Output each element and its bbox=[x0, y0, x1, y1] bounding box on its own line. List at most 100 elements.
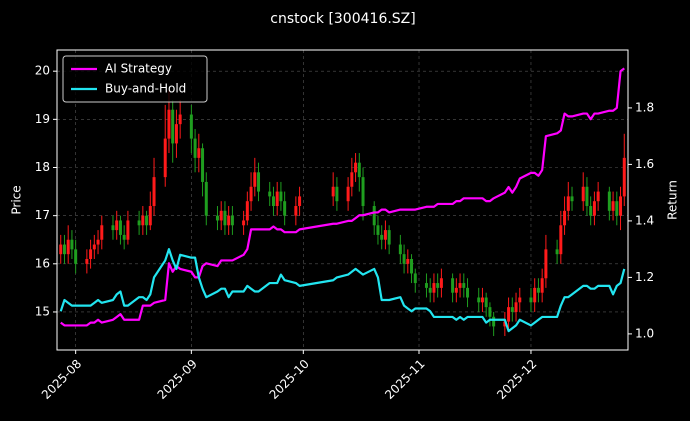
candle-body bbox=[178, 114, 182, 125]
candle-body bbox=[529, 297, 533, 303]
candle-body bbox=[484, 297, 488, 308]
x-tick-label: 2025-10 bbox=[267, 357, 312, 402]
legend-label: Buy-and-Hold bbox=[105, 82, 186, 96]
candle-body bbox=[242, 220, 246, 226]
candle-body bbox=[215, 215, 219, 221]
candle-body bbox=[406, 258, 410, 264]
candle-body bbox=[283, 201, 287, 216]
candle-body bbox=[592, 201, 596, 216]
candle-body bbox=[480, 297, 484, 303]
candle-body bbox=[346, 186, 350, 202]
candle-body bbox=[596, 191, 600, 202]
candle-body bbox=[559, 225, 563, 255]
candle-body bbox=[387, 230, 391, 245]
candle-body bbox=[398, 244, 402, 255]
candle-body bbox=[335, 186, 339, 202]
candle-body bbox=[462, 283, 466, 288]
y2-tick-label: 1.4 bbox=[635, 213, 654, 227]
candle-body bbox=[126, 220, 130, 240]
candle-body bbox=[137, 220, 141, 226]
candle-body bbox=[59, 244, 63, 255]
candle-body bbox=[619, 196, 623, 216]
candle-body bbox=[622, 157, 626, 197]
candle-body bbox=[141, 215, 145, 226]
candle-body bbox=[354, 162, 358, 173]
candle-body bbox=[451, 278, 455, 293]
candle-body bbox=[174, 124, 178, 144]
candle-body bbox=[454, 287, 458, 293]
candle-body bbox=[380, 234, 384, 240]
candle-body bbox=[118, 220, 122, 235]
candle-body bbox=[376, 225, 380, 235]
y-axis-label: Price bbox=[10, 185, 24, 214]
x-tick-label: 2025-08 bbox=[39, 357, 84, 402]
y2-tick-label: 1.6 bbox=[635, 157, 654, 171]
candle-body bbox=[223, 210, 227, 226]
candle-body bbox=[428, 287, 432, 293]
candle-body bbox=[85, 258, 89, 264]
candle-body bbox=[74, 249, 78, 264]
candle-body bbox=[458, 283, 462, 288]
candle-body bbox=[100, 225, 104, 240]
line-series bbox=[60, 67, 625, 327]
candle-body bbox=[544, 249, 548, 279]
candle-body bbox=[615, 201, 619, 216]
legend-box bbox=[62, 55, 208, 103]
y2-tick-label: 1.2 bbox=[635, 270, 654, 284]
candle-body bbox=[383, 230, 387, 240]
plot-frame bbox=[56, 49, 629, 351]
candle-body bbox=[566, 196, 570, 211]
candle-body bbox=[268, 191, 272, 197]
x-tick-label: 2025-11 bbox=[382, 357, 427, 402]
candle-body bbox=[92, 244, 96, 250]
candle-body bbox=[439, 278, 443, 288]
candle-body bbox=[436, 283, 440, 288]
candle-body bbox=[585, 186, 589, 207]
candle-body bbox=[197, 148, 201, 158]
candle-body bbox=[189, 114, 193, 139]
candle-body bbox=[298, 196, 302, 207]
candle-body bbox=[402, 254, 406, 264]
y2-axis-label: Return bbox=[666, 180, 680, 220]
chart-title: cnstock [300416.SZ] bbox=[270, 11, 415, 27]
candle-body bbox=[275, 191, 279, 207]
candle-body bbox=[62, 244, 66, 255]
candle-body bbox=[540, 278, 544, 293]
candle-body bbox=[563, 210, 567, 226]
candle-body bbox=[249, 186, 253, 202]
candle-body bbox=[66, 239, 70, 255]
y-tick-label: 19 bbox=[35, 112, 50, 126]
candle-body bbox=[488, 307, 492, 317]
candle-body bbox=[533, 287, 537, 303]
y-tick-label: 18 bbox=[35, 160, 50, 174]
candle-body bbox=[607, 191, 611, 211]
candle-body bbox=[271, 196, 275, 207]
candle-body bbox=[193, 138, 197, 158]
candle-body bbox=[89, 249, 93, 259]
candle-body bbox=[611, 201, 615, 211]
y-tick-label: 16 bbox=[35, 256, 50, 270]
candle-body bbox=[96, 239, 100, 245]
candle-body bbox=[507, 307, 511, 322]
candle-body bbox=[227, 215, 231, 226]
y2-tick-label: 1.8 bbox=[635, 100, 654, 114]
y-tick-label: 20 bbox=[35, 64, 50, 78]
x-tick-label: 2025-12 bbox=[494, 357, 539, 402]
candle-body bbox=[115, 220, 119, 231]
candle-body bbox=[163, 138, 167, 178]
candle-body bbox=[219, 210, 223, 221]
candle-body bbox=[555, 249, 559, 255]
plot bbox=[59, 67, 626, 337]
x-tick-label: 2025-09 bbox=[155, 357, 200, 402]
y-tick-label: 15 bbox=[35, 304, 50, 318]
candle-body bbox=[111, 225, 115, 231]
candle-body bbox=[245, 201, 249, 221]
y2-tick-label: 1.0 bbox=[635, 326, 654, 340]
candle-body bbox=[518, 297, 522, 303]
candle-body bbox=[70, 239, 74, 250]
y-tick-label: 17 bbox=[35, 208, 50, 222]
candle-body bbox=[152, 177, 156, 207]
candle-body bbox=[503, 321, 507, 327]
candle-body bbox=[510, 307, 514, 312]
